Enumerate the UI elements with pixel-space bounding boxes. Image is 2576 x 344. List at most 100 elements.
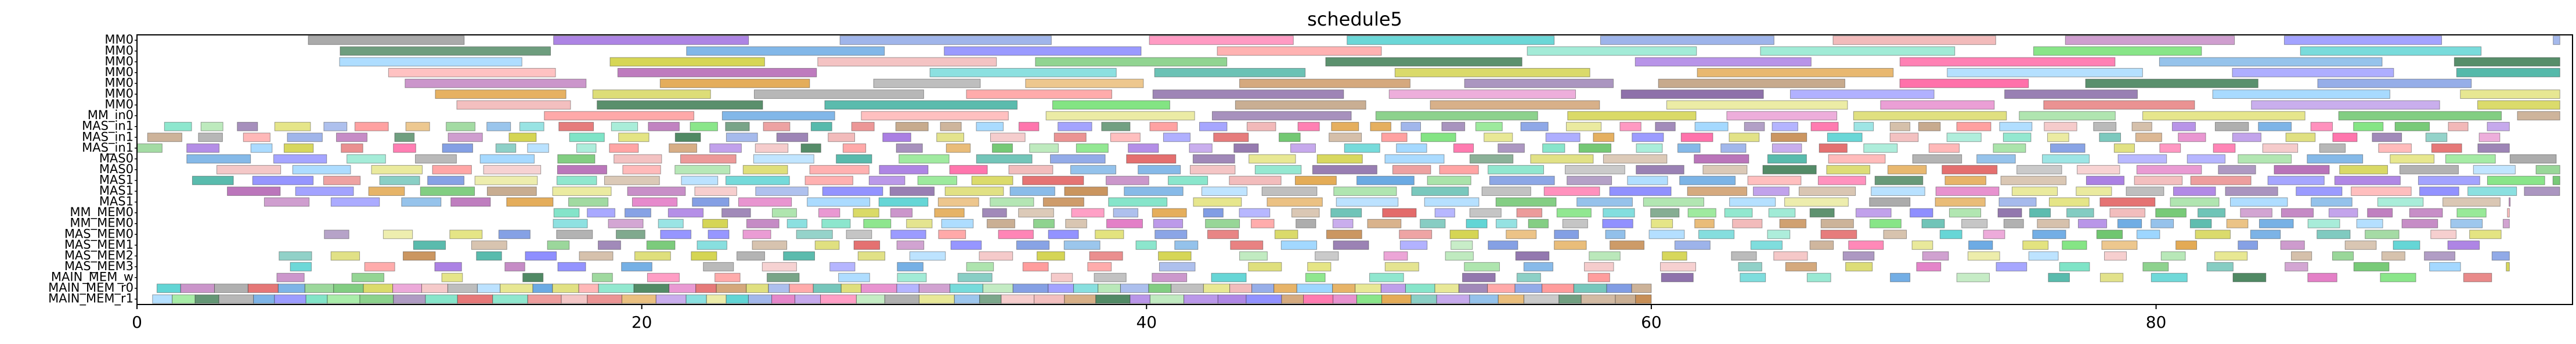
task-bar	[763, 121, 791, 131]
task-bar	[2151, 273, 2188, 282]
task-bar	[1655, 121, 1676, 131]
task-bar	[525, 251, 557, 261]
task-bar	[1603, 208, 1635, 218]
task-bar	[1660, 262, 1696, 271]
task-bar	[810, 121, 832, 131]
task-bar	[339, 57, 522, 67]
task-bar	[1731, 251, 1757, 261]
task-bar	[2155, 208, 2187, 218]
task-bar	[1767, 154, 1807, 164]
task-bar	[1738, 262, 1762, 271]
task-bar	[1193, 197, 1242, 207]
task-bar	[1516, 273, 1541, 282]
task-bar	[1251, 218, 1275, 228]
task-bar	[2334, 175, 2401, 185]
task-bar	[796, 230, 833, 239]
task-bar	[1025, 78, 1144, 88]
task-bar	[2344, 240, 2377, 250]
task-bar	[1581, 294, 1616, 304]
task-bar	[1484, 132, 1513, 142]
task-bar	[1545, 132, 1581, 142]
task-bar	[274, 294, 306, 304]
task-bar	[950, 240, 982, 250]
task-bar	[890, 230, 926, 239]
task-bar	[2473, 165, 2516, 174]
task-bar	[598, 240, 621, 250]
y-tick-label: MAS0	[99, 151, 134, 165]
task-bar	[393, 294, 426, 304]
task-bar	[2226, 218, 2249, 228]
task-bar	[851, 121, 875, 131]
task-bar	[2378, 143, 2412, 153]
task-bar	[2033, 46, 2202, 56]
task-bar	[1935, 187, 2000, 196]
task-bar	[941, 218, 974, 228]
task-bar	[1064, 294, 1096, 304]
task-bar	[1687, 187, 1748, 196]
task-bar	[1148, 284, 1172, 293]
task-bar	[553, 35, 749, 45]
task-bar	[347, 154, 386, 164]
task-bar	[1042, 197, 1084, 207]
task-bar	[934, 208, 965, 218]
task-bar	[861, 111, 1009, 121]
task-bar	[1130, 294, 1150, 304]
task-bar	[1070, 165, 1117, 174]
task-bar	[2016, 165, 2062, 174]
task-bar	[614, 154, 662, 164]
task-bar	[333, 284, 364, 293]
task-bar	[591, 273, 613, 282]
task-bar	[697, 240, 727, 250]
y-tick-label: MM0	[104, 98, 134, 112]
task-bar	[1303, 294, 1334, 304]
task-bar	[2131, 121, 2152, 131]
task-bar	[1606, 284, 1632, 293]
task-bar	[909, 251, 946, 261]
task-bar	[152, 294, 173, 304]
task-bar	[822, 187, 883, 196]
task-bar	[2456, 68, 2560, 77]
task-bar	[706, 294, 727, 304]
task-bar	[949, 165, 988, 174]
task-bar	[884, 294, 919, 304]
task-bar	[755, 187, 809, 196]
task-bar	[990, 132, 1026, 142]
task-bar	[427, 175, 464, 185]
task-bar	[2307, 218, 2340, 228]
task-bar	[1694, 218, 1715, 228]
task-bar	[368, 187, 405, 196]
task-bar	[295, 187, 354, 196]
task-bar	[2050, 143, 2086, 153]
task-bar	[147, 132, 182, 142]
task-bar	[1662, 251, 1687, 261]
task-bar	[250, 143, 273, 153]
task-bar	[508, 132, 537, 142]
task-bar	[2137, 230, 2160, 239]
task-bar	[476, 251, 502, 261]
y-tick-label: MM_MEM0	[70, 216, 134, 231]
x-tick-label: 60	[1641, 313, 1662, 332]
task-bar	[1883, 230, 1907, 239]
task-bar	[1297, 121, 1320, 131]
task-bar	[227, 187, 281, 196]
task-bar	[354, 121, 389, 131]
task-bar	[669, 284, 697, 293]
task-bar	[1961, 218, 1988, 228]
task-bar	[304, 284, 334, 293]
task-bar	[1356, 294, 1383, 304]
task-bar	[1128, 143, 1159, 153]
task-bar	[726, 175, 790, 185]
task-bar	[889, 187, 935, 196]
task-bar	[1279, 132, 1301, 142]
task-bar	[2351, 187, 2412, 196]
task-bar	[1530, 154, 1594, 164]
task-bar	[966, 262, 994, 271]
task-bar	[1677, 143, 1701, 153]
task-bar	[1045, 111, 1195, 121]
task-bar	[486, 121, 511, 131]
task-bar	[1296, 284, 1333, 293]
task-bar	[1434, 208, 1455, 218]
task-bar	[340, 46, 551, 56]
task-bar	[944, 46, 1142, 56]
task-bar	[1651, 218, 1673, 228]
